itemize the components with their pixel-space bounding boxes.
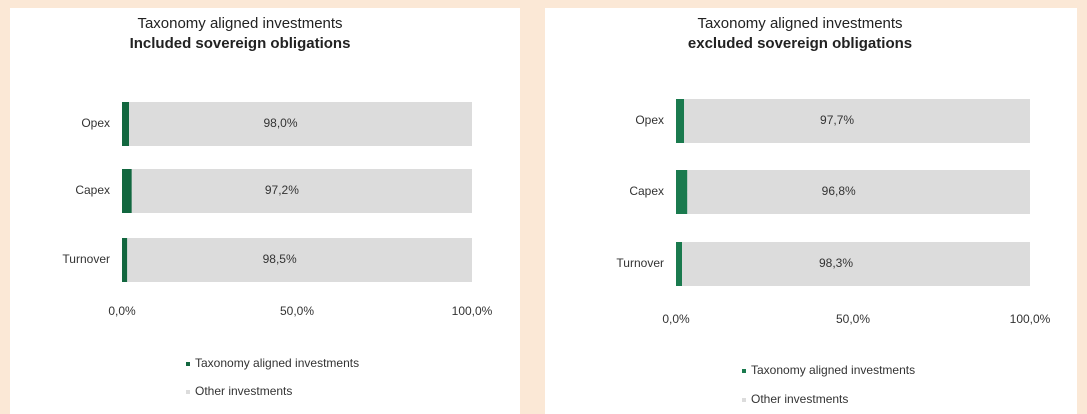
bar-segment bbox=[122, 102, 129, 146]
category-label: Turnover bbox=[62, 252, 110, 266]
chart-title: Taxonomy aligned investments bbox=[137, 15, 342, 32]
category-label: Capex bbox=[75, 183, 110, 197]
bar-segment bbox=[129, 102, 472, 146]
category-label: Opex bbox=[81, 116, 110, 130]
bar-segment bbox=[122, 238, 128, 282]
category-label: Opex bbox=[635, 113, 664, 127]
category-label: Capex bbox=[629, 184, 664, 198]
chart-title: Taxonomy aligned investments bbox=[697, 15, 902, 32]
legend-swatch bbox=[186, 390, 190, 394]
value-label: 97,7% bbox=[820, 113, 854, 127]
bar-segment bbox=[127, 238, 472, 282]
value-label: 97,2% bbox=[265, 183, 299, 197]
x-tick-label: 50,0% bbox=[836, 312, 870, 326]
legend-swatch bbox=[742, 398, 746, 402]
chart-subtitle: Included sovereign obligations bbox=[130, 35, 351, 52]
legend-swatch bbox=[742, 369, 746, 373]
chart-subtitle: excluded sovereign obligations bbox=[688, 35, 912, 52]
bar-segment bbox=[687, 170, 1030, 214]
legend-label: Other investments bbox=[195, 384, 292, 398]
bar-segment bbox=[684, 99, 1030, 143]
bar-segment bbox=[676, 170, 688, 214]
x-tick-label: 0,0% bbox=[662, 312, 690, 326]
x-tick-label: 100,0% bbox=[1010, 312, 1051, 326]
category-label: Turnover bbox=[616, 256, 664, 270]
x-tick-label: 100,0% bbox=[452, 304, 493, 318]
legend-label: Taxonomy aligned investments bbox=[751, 363, 915, 377]
value-label: 96,8% bbox=[822, 184, 856, 198]
bar-segment bbox=[676, 99, 685, 143]
bar-segment bbox=[131, 169, 473, 213]
x-tick-label: 0,0% bbox=[108, 304, 136, 318]
bar-segment bbox=[122, 169, 132, 213]
legend-swatch bbox=[186, 362, 190, 366]
value-label: 98,3% bbox=[819, 256, 853, 270]
bar-segment bbox=[676, 242, 683, 286]
value-label: 98,5% bbox=[263, 252, 297, 266]
value-label: 98,0% bbox=[263, 116, 297, 130]
x-tick-label: 50,0% bbox=[280, 304, 314, 318]
legend-label: Other investments bbox=[751, 392, 848, 406]
bar-segment bbox=[682, 242, 1030, 286]
legend-label: Taxonomy aligned investments bbox=[195, 356, 359, 370]
